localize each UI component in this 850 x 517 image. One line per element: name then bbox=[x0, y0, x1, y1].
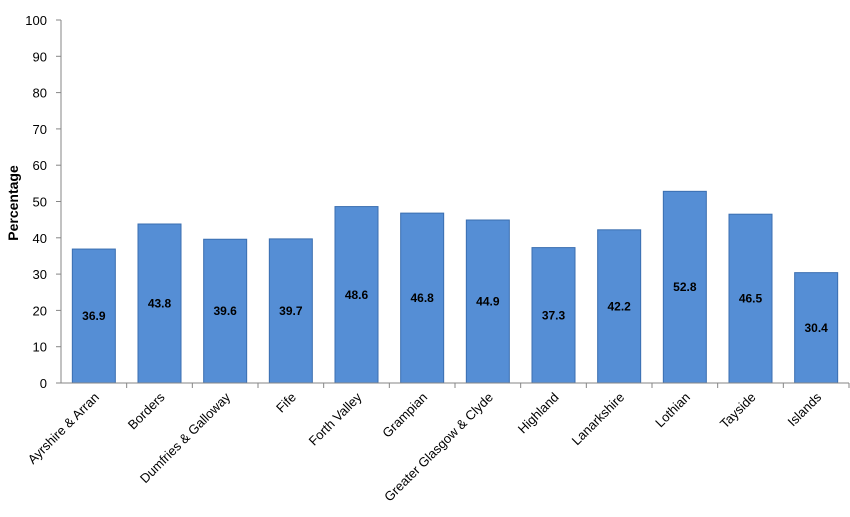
y-tick-label: 20 bbox=[33, 303, 47, 318]
y-tick-label: 50 bbox=[33, 195, 47, 210]
bar bbox=[531, 247, 576, 384]
x-tick-label: Greater Glasgow & Clyde bbox=[381, 390, 496, 505]
data-label: 43.8 bbox=[148, 297, 172, 311]
x-tick-label: Grampian bbox=[379, 390, 430, 441]
bar bbox=[597, 229, 642, 384]
y-tick-label: 0 bbox=[40, 376, 47, 391]
y-tick-label: 40 bbox=[33, 231, 47, 246]
y-tick-label: 60 bbox=[33, 158, 47, 173]
bar bbox=[662, 190, 707, 384]
bar-series: 36.9 43.8 39.6 39.7 48.6 46.8 44.9 37.3 42.2 52.8… bbox=[71, 190, 839, 384]
data-label: 39.6 bbox=[213, 304, 237, 318]
bar bbox=[71, 248, 116, 384]
bar bbox=[465, 219, 510, 384]
y-tick-label: 80 bbox=[33, 86, 47, 101]
bar bbox=[794, 272, 839, 384]
data-label: 37.3 bbox=[542, 308, 566, 322]
x-tick-label: Fife bbox=[273, 390, 299, 416]
y-axis: 0 10 20 30 40 50 60 70 80 90 100 bbox=[25, 13, 62, 391]
y-tick-label: 30 bbox=[33, 267, 47, 282]
data-label: 36.9 bbox=[82, 309, 106, 323]
bar bbox=[203, 238, 248, 384]
data-label: 52.8 bbox=[673, 280, 697, 294]
x-tick-label: Tayside bbox=[717, 390, 759, 432]
data-label: 42.2 bbox=[607, 299, 631, 313]
x-tick-label: Lanarkshire bbox=[569, 390, 628, 449]
bar bbox=[268, 238, 313, 384]
x-tick-label: Ayrshire & Arran bbox=[25, 390, 102, 467]
bar bbox=[137, 223, 182, 384]
data-label: 46.5 bbox=[739, 292, 763, 306]
x-tick-label: Forth Valley bbox=[306, 389, 365, 448]
y-tick-label: 70 bbox=[33, 122, 47, 137]
data-label: 48.6 bbox=[345, 288, 369, 302]
x-tick-label: Lothian bbox=[652, 390, 693, 431]
x-tick-label: Highland bbox=[515, 390, 562, 437]
data-label: 46.8 bbox=[410, 291, 434, 305]
y-tick-label: 90 bbox=[33, 49, 47, 64]
data-label: 44.9 bbox=[476, 295, 500, 309]
x-tick-label: Islands bbox=[785, 389, 825, 429]
data-label: 39.7 bbox=[279, 304, 303, 318]
y-axis-label: Percentage bbox=[5, 165, 21, 241]
y-tick-label: 100 bbox=[25, 13, 47, 28]
x-tick-label: Borders bbox=[125, 389, 168, 432]
data-label: 30.4 bbox=[804, 321, 828, 335]
bar bbox=[728, 213, 773, 384]
y-tick-label: 10 bbox=[33, 340, 47, 355]
